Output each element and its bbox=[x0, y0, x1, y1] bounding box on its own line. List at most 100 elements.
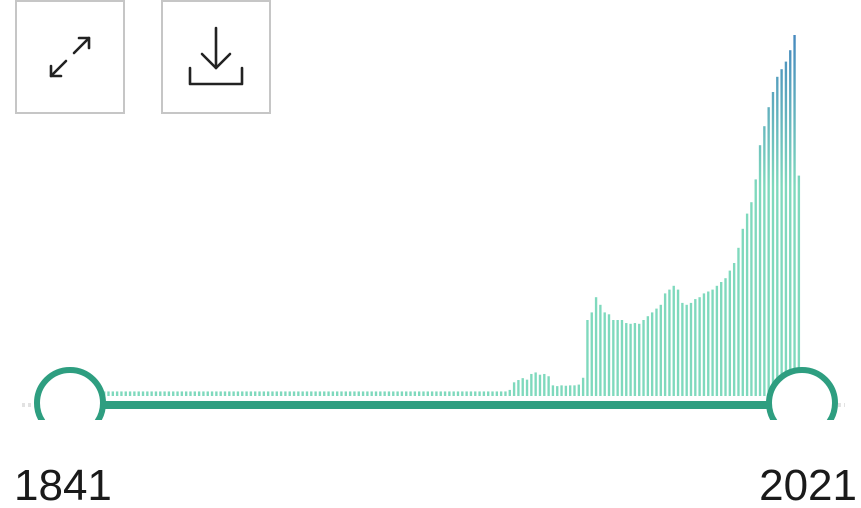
histogram-bar bbox=[461, 391, 464, 396]
histogram-bar bbox=[672, 285, 675, 396]
histogram-bar bbox=[379, 391, 382, 396]
histogram-bar bbox=[603, 312, 606, 396]
histogram-bar bbox=[107, 391, 110, 396]
histogram-bar bbox=[728, 270, 732, 396]
histogram-bar bbox=[353, 391, 356, 396]
histogram-bar bbox=[241, 391, 244, 396]
histogram-bar bbox=[137, 391, 140, 396]
histogram-bar bbox=[163, 391, 166, 396]
histogram-bar bbox=[750, 202, 753, 396]
histogram-bar bbox=[789, 50, 792, 396]
histogram-bar bbox=[111, 391, 114, 396]
histogram-bar bbox=[737, 247, 740, 396]
histogram-bar bbox=[689, 302, 693, 396]
histogram-bar bbox=[469, 391, 473, 396]
histogram-bar bbox=[193, 391, 196, 396]
range-start-handle[interactable] bbox=[34, 367, 106, 420]
histogram-bar bbox=[340, 391, 343, 396]
expand-button[interactable] bbox=[15, 0, 125, 114]
histogram-bar bbox=[258, 391, 261, 396]
histogram-bar bbox=[763, 126, 766, 396]
histogram-bar bbox=[499, 391, 503, 396]
histogram-bar bbox=[439, 391, 442, 396]
histogram-bar bbox=[452, 391, 455, 396]
histogram-bar bbox=[150, 391, 153, 396]
histogram-bar bbox=[266, 391, 270, 396]
histogram-bar bbox=[400, 391, 404, 396]
histogram-bar bbox=[120, 391, 123, 396]
histogram-bar bbox=[297, 391, 300, 396]
histogram-bar bbox=[305, 391, 309, 396]
histogram-bar bbox=[681, 302, 684, 396]
histogram-bar bbox=[547, 376, 550, 396]
histogram-bar bbox=[525, 379, 529, 396]
histogram-bar bbox=[323, 391, 326, 396]
histogram-bar bbox=[374, 391, 378, 396]
histogram-bar bbox=[711, 289, 714, 396]
histogram-bar bbox=[202, 391, 205, 396]
histogram-bar bbox=[141, 391, 145, 396]
histogram-bar bbox=[793, 35, 796, 396]
histogram-bar bbox=[560, 385, 563, 396]
histogram-bar bbox=[629, 323, 632, 396]
histogram-bar bbox=[430, 391, 434, 396]
histogram-bar bbox=[228, 391, 231, 396]
range-start-label: 1841 bbox=[14, 461, 112, 508]
histogram-bar bbox=[405, 391, 408, 396]
histogram-bar bbox=[569, 385, 572, 396]
histogram-bar bbox=[530, 373, 533, 396]
histogram-bar bbox=[642, 320, 645, 396]
histogram-bar bbox=[413, 391, 417, 396]
histogram-bar bbox=[758, 145, 762, 396]
histogram-bar bbox=[344, 391, 347, 396]
histogram-bar bbox=[478, 391, 481, 396]
histogram-bar bbox=[685, 304, 688, 396]
histogram-bar bbox=[702, 293, 706, 396]
histogram-bar bbox=[508, 389, 511, 396]
download-button[interactable] bbox=[161, 0, 271, 114]
histogram-bar bbox=[392, 391, 395, 396]
histogram-bar bbox=[262, 391, 266, 396]
histogram-bar bbox=[348, 391, 352, 396]
histogram-bar bbox=[361, 391, 365, 396]
expand-arrows-icon bbox=[43, 30, 97, 84]
histogram-bar bbox=[625, 323, 628, 396]
histogram-bar bbox=[115, 391, 119, 396]
histogram-bar bbox=[249, 391, 253, 396]
histogram-bar bbox=[797, 175, 801, 396]
histogram-bar bbox=[517, 380, 520, 396]
histogram-bar bbox=[245, 391, 248, 396]
histogram-bar bbox=[655, 308, 658, 396]
histogram-bar bbox=[232, 391, 235, 396]
histogram-bar bbox=[512, 382, 516, 396]
histogram-bar bbox=[314, 391, 317, 396]
histogram-bar bbox=[448, 391, 451, 396]
histogram-bar bbox=[612, 320, 615, 396]
histogram-bar bbox=[219, 391, 222, 396]
histogram-bar bbox=[732, 263, 736, 396]
histogram-bar bbox=[573, 385, 576, 396]
histogram-bar bbox=[594, 297, 598, 396]
histogram-bar bbox=[633, 323, 637, 396]
histogram-bar bbox=[310, 391, 313, 396]
histogram-bar bbox=[254, 391, 257, 396]
histogram-bar bbox=[456, 391, 460, 396]
histogram-bar bbox=[491, 391, 494, 396]
histogram-bar bbox=[465, 391, 468, 396]
histogram-bar bbox=[215, 391, 218, 396]
histogram-bar bbox=[396, 391, 399, 396]
histogram-bar bbox=[745, 213, 749, 396]
histogram-bar bbox=[223, 391, 227, 396]
histogram-bar bbox=[646, 316, 650, 396]
histogram-bar bbox=[616, 320, 619, 396]
histogram-bar bbox=[694, 299, 697, 396]
histogram-bar bbox=[564, 385, 568, 396]
histogram-bar bbox=[577, 384, 580, 396]
histogram-bar bbox=[534, 372, 537, 396]
histogram-bar bbox=[370, 391, 373, 396]
histogram-bar bbox=[650, 312, 654, 396]
range-end-handle[interactable] bbox=[766, 367, 838, 420]
histogram-bar bbox=[357, 391, 360, 396]
histogram-bar bbox=[581, 377, 585, 396]
